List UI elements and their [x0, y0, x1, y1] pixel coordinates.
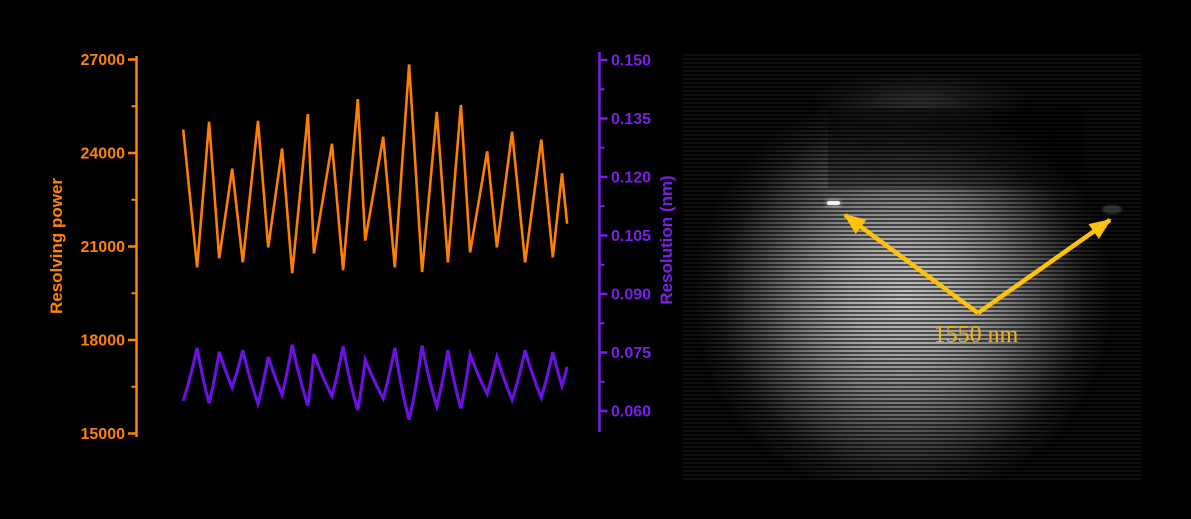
tick-label: 0.150	[611, 53, 651, 70]
tick-label: 21000	[81, 239, 126, 256]
tick-label: 0.135	[611, 111, 651, 128]
tick-label: 24000	[81, 146, 126, 163]
series	[181, 64, 569, 420]
wavelength-label: 1550 nm	[933, 322, 1019, 348]
tick-label: 0.105	[611, 228, 651, 245]
tick-label: 0.120	[611, 170, 651, 187]
bright-speck	[827, 201, 840, 205]
faint-smudge	[1102, 205, 1122, 214]
tick-label: 0.075	[611, 345, 651, 362]
tick-label: 18000	[81, 333, 126, 350]
tick-label: 0.090	[611, 287, 651, 304]
series-resolving-power	[181, 64, 569, 274]
tick-label: 0.060	[611, 404, 651, 421]
tick-label: 15000	[81, 426, 126, 443]
right-axis-title: Resolution (nm)	[657, 175, 676, 304]
axes: 27000 24000 21000 18000 15000 0.150 0.135 0.120…	[81, 52, 651, 443]
resolving-power-chart: Resolving power Resolution (nm) 27000 240…	[47, 52, 676, 443]
dark-blotches	[828, 108, 1083, 188]
tick-label: 27000	[81, 52, 126, 69]
left-axis-title: Resolving power	[47, 178, 66, 314]
series-resolution	[181, 344, 569, 420]
